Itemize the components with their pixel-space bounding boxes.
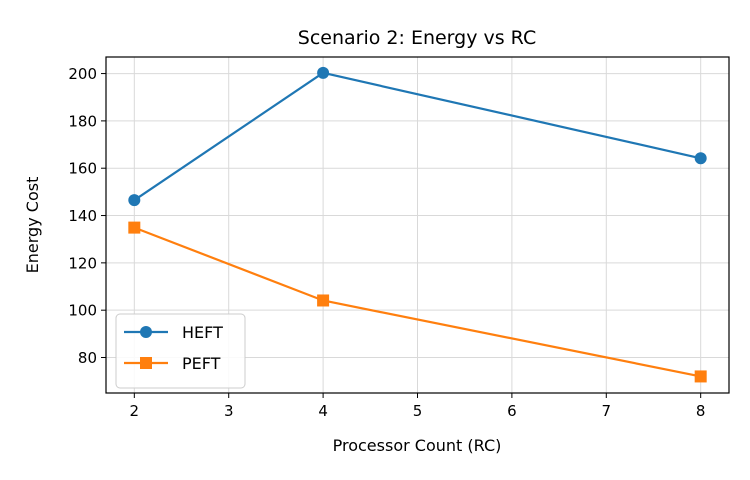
x-tick-label: 8 [696,402,706,420]
x-tick-label: 6 [507,402,517,420]
series-layer [128,66,707,383]
y-tick-label: 160 [68,160,97,178]
y-tick-label: 80 [78,349,97,367]
x-tick-label: 4 [318,402,328,420]
y-tick-label: 180 [68,112,97,130]
grid [106,57,729,393]
heft-data-point [694,152,707,165]
peft-legend-marker [140,357,152,369]
heft-data-point [317,66,330,79]
y-tick-label: 100 [68,302,97,320]
peft-data-point [317,294,330,307]
peft-data-point [128,221,141,234]
peft-legend-label: PEFT [182,354,221,373]
heft-legend-marker [140,326,152,338]
chart-title: Scenario 2: Energy vs RC [298,27,536,49]
heft-data-point [128,194,141,207]
heft-legend-label: HEFT [182,323,223,342]
axes: 2 3 4 5 6 7 8 80 100 120 140 160 180 200 [68,65,705,420]
x-tick-label: 2 [130,402,140,420]
x-tick-label: 3 [224,402,234,420]
x-tick-label: 5 [413,402,423,420]
x-tick-label: 7 [602,402,612,420]
peft-data-point [694,370,707,383]
y-tick-label: 140 [68,207,97,225]
legend-box [115,313,246,389]
y-tick-label: 200 [68,65,97,83]
y-axis-label: Energy Cost [23,177,42,274]
legend: HEFT PEFT [115,313,246,389]
x-axis-label: Processor Count (RC) [333,436,502,455]
y-tick-label: 120 [68,254,97,272]
